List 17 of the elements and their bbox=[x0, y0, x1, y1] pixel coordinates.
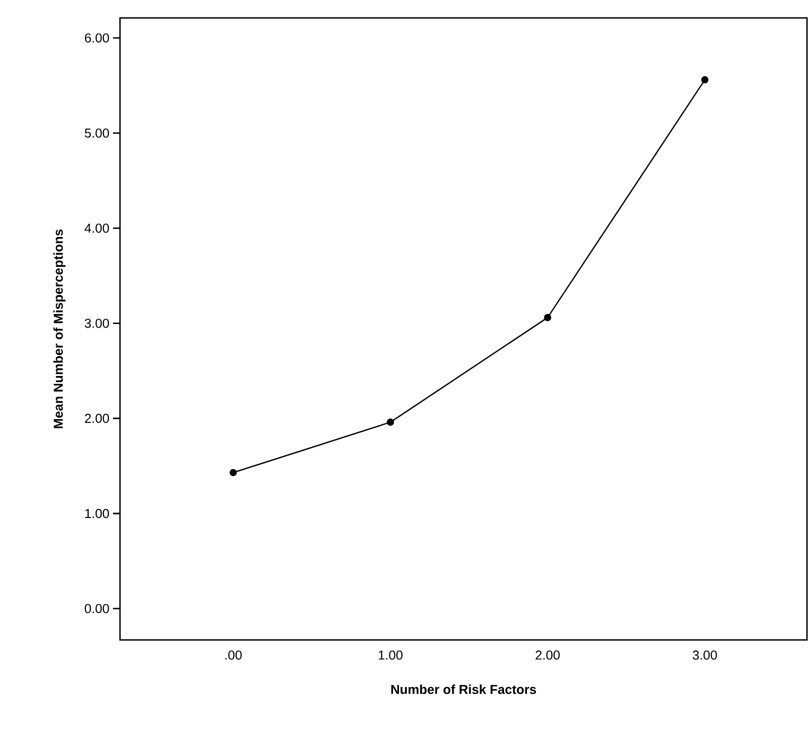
x-axis-title: Number of Risk Factors bbox=[391, 684, 536, 694]
x-tick-label: 2.00 bbox=[536, 650, 560, 660]
point bbox=[544, 314, 552, 322]
point bbox=[386, 418, 394, 426]
x-tick-label: .00 bbox=[225, 650, 242, 660]
x-tick-label: 3.00 bbox=[692, 650, 717, 660]
y-tick-label: 1.00 bbox=[85, 508, 109, 518]
point bbox=[230, 468, 237, 476]
y-axis-title: Mean Number of Misperceptions bbox=[53, 229, 66, 428]
y-tick-label: 5.00 bbox=[84, 128, 109, 138]
y-tick-label: 2.00 bbox=[84, 414, 109, 423]
point bbox=[701, 76, 708, 84]
y-tick-label: 4.00 bbox=[84, 224, 109, 233]
x-tick-label: 1.00 bbox=[378, 650, 403, 660]
y-tick-label: 0.00 bbox=[84, 604, 109, 614]
y-tick-label: 6.00 bbox=[84, 33, 109, 43]
y-tick-label: 3.00 bbox=[84, 318, 109, 328]
